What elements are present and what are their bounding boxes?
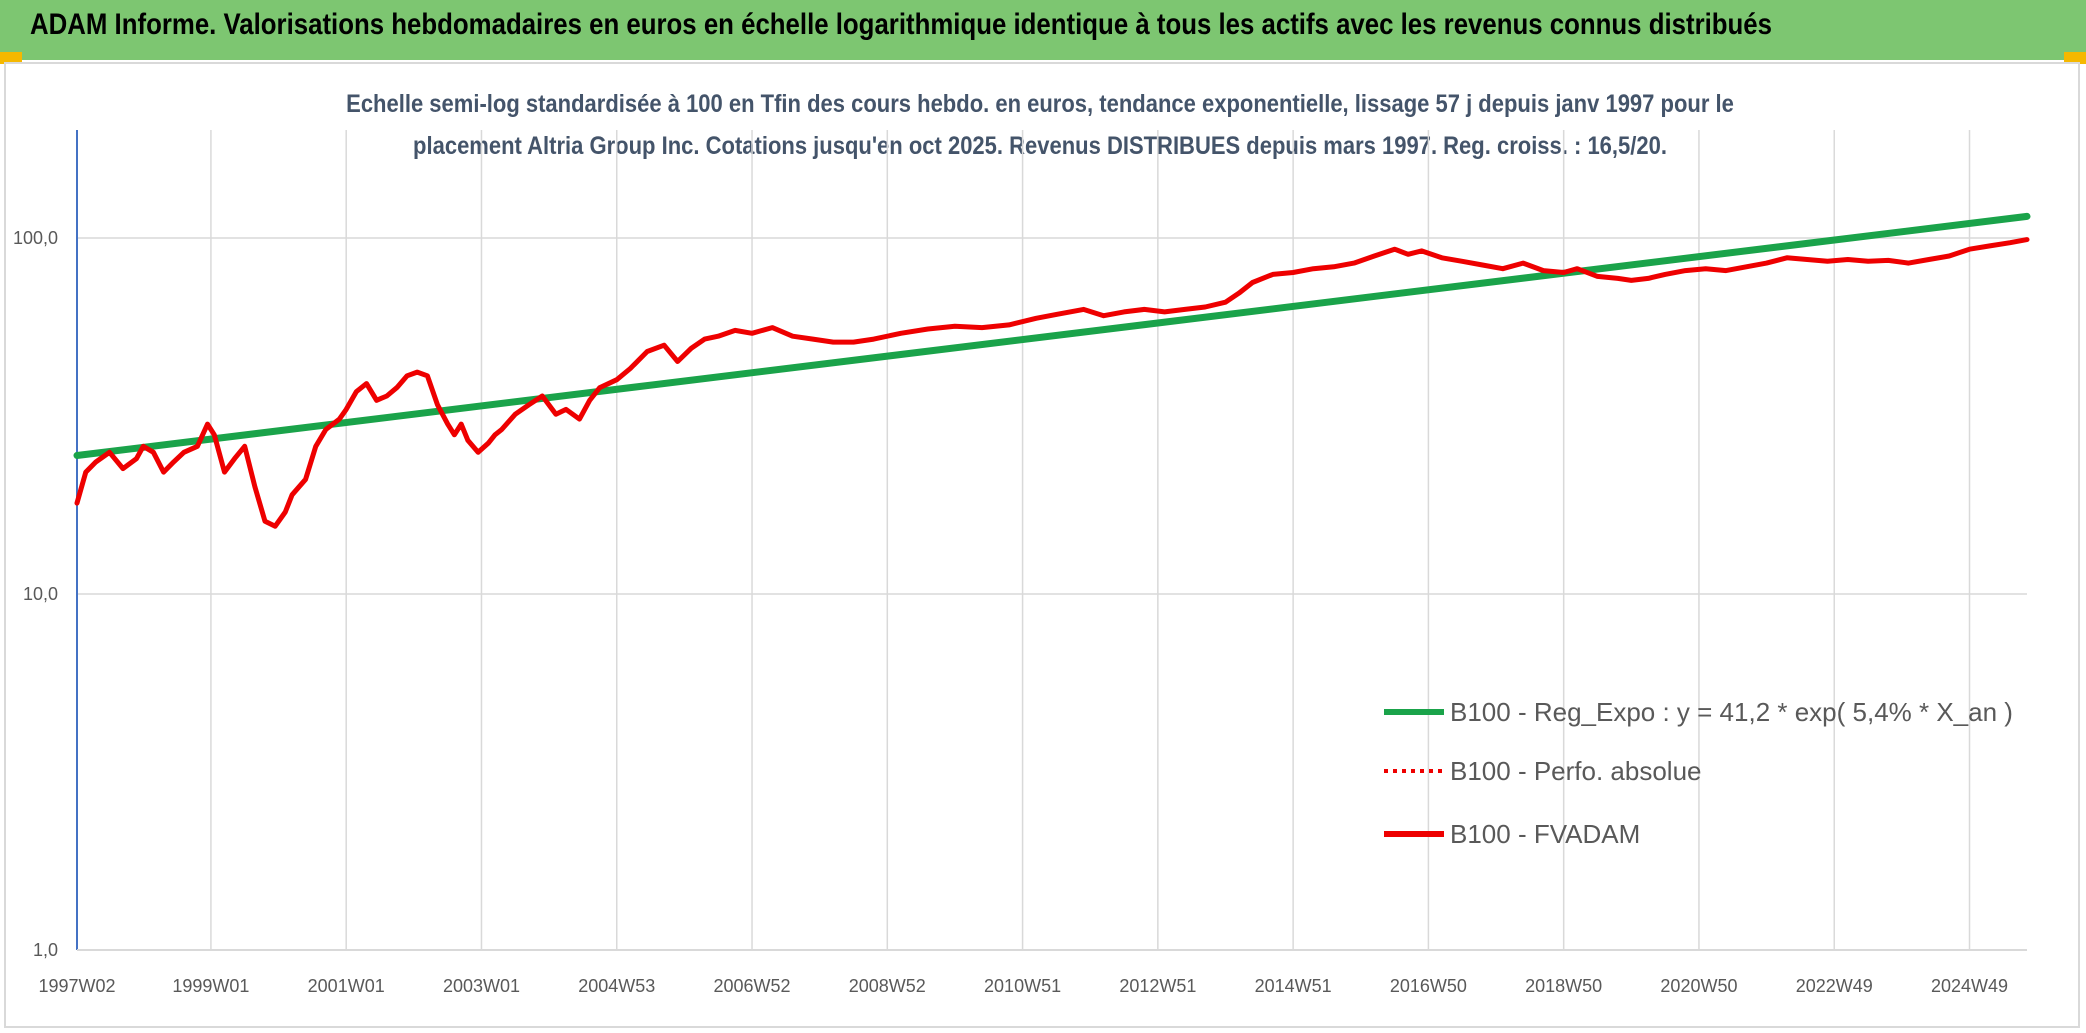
x-tick-label: 2016W50: [1390, 976, 1467, 996]
chart-series: [73, 212, 2031, 529]
legend-label: B100 - FVADAM: [1450, 819, 1640, 849]
x-tick-label: 1999W01: [172, 976, 249, 996]
y-tick-label: 1,0: [33, 940, 58, 960]
series-line-regression: [73, 212, 2031, 459]
legend-label: B100 - Reg_Expo : y = 41,2 * exp( 5,4% *…: [1450, 697, 2013, 727]
x-tick-label: 2006W52: [713, 976, 790, 996]
chart-title-line-1: Echelle semi-log standardisée à 100 en T…: [346, 90, 1734, 118]
page-title: ADAM Informe. Valorisations hebdomadaire…: [30, 8, 1772, 41]
chart-frame: [4, 62, 2080, 1028]
y-tick-label: 100,0: [13, 228, 58, 248]
x-tick-label: 2014W51: [1255, 976, 1332, 996]
x-tick-label: 2003W01: [443, 976, 520, 996]
x-tick-label: 2020W50: [1660, 976, 1737, 996]
x-tick-label: 2022W49: [1796, 976, 1873, 996]
legend-label: B100 - Perfo. absolue: [1450, 756, 1702, 786]
corner-accent-right: [2064, 52, 2086, 64]
x-tick-label: 1997W02: [38, 976, 115, 996]
x-tick-label: 2018W50: [1525, 976, 1602, 996]
x-tick-label: 2010W51: [984, 976, 1061, 996]
chart-title-line-2: placement Altria Group Inc. Cotations ju…: [413, 132, 1667, 160]
corner-accent-left: [0, 52, 22, 64]
x-tick-label: 2008W52: [849, 976, 926, 996]
x-tick-label: 2024W49: [1931, 976, 2008, 996]
x-tick-label: 2012W51: [1119, 976, 1196, 996]
header-bar: ADAM Informe. Valorisations hebdomadaire…: [0, 0, 2086, 60]
x-tick-label: 2004W53: [578, 976, 655, 996]
y-tick-label: 10,0: [23, 584, 58, 604]
chart-axes: 1,0 10,0 100,0 1997W02 1999W01 2001W01 2003W01…: [13, 130, 2027, 996]
x-tick-label: 2001W01: [308, 976, 385, 996]
series-line-fvadam: [74, 237, 2030, 529]
chart-legend: B100 - Reg_Expo : y = 41,2 * exp( 5,4% *…: [1384, 697, 2013, 849]
